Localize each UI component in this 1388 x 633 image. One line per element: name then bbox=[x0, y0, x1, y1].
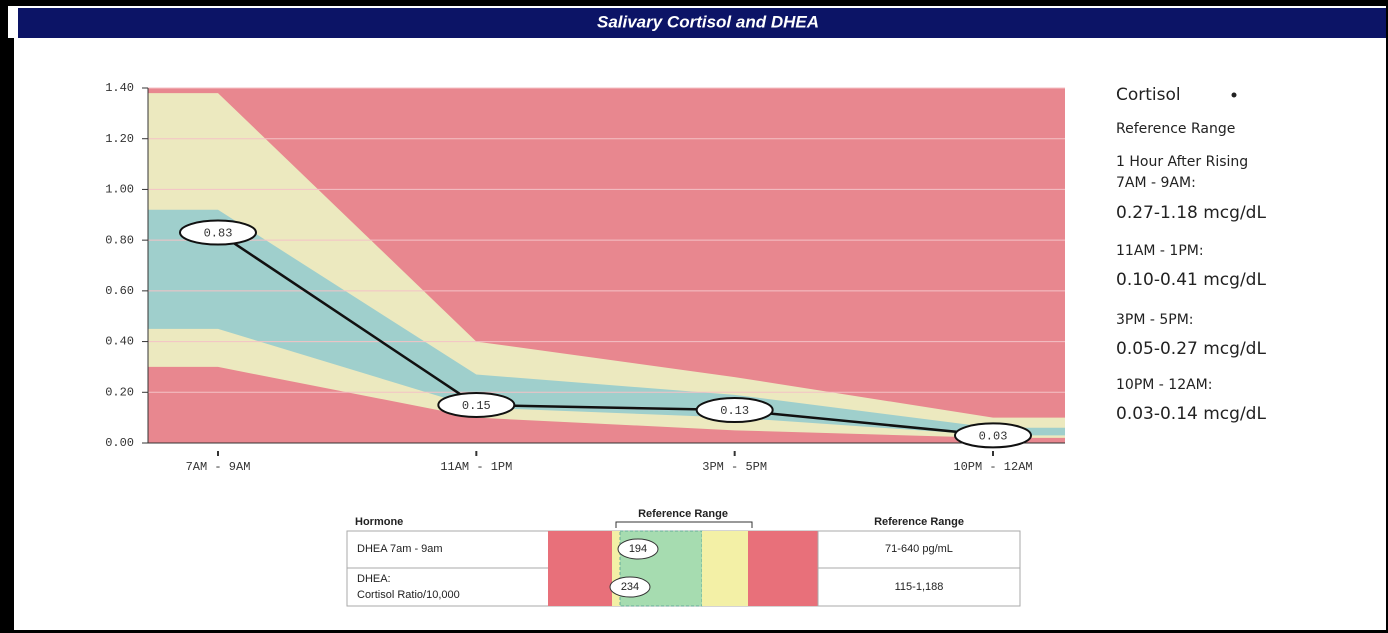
reference-panel: Cortisol Reference Range 1 Hour After Risi… bbox=[1116, 85, 1266, 424]
legend-entry: Cortisol bbox=[1116, 85, 1181, 105]
table: Hormone Reference Range Reference Range DHE… bbox=[346, 508, 1021, 607]
y-tick-label: 1.20 bbox=[105, 132, 134, 146]
legend-dot bbox=[1231, 92, 1237, 98]
table-header: Hormone bbox=[355, 516, 403, 528]
y-tick-label: 0.60 bbox=[105, 284, 134, 298]
gauge-yellow bbox=[702, 531, 748, 606]
row-value: 194 bbox=[629, 543, 647, 555]
range: 0.27-1.18 mcg/dL bbox=[1116, 203, 1266, 223]
table-header: Reference Range bbox=[638, 508, 728, 520]
data-label: 0.13 bbox=[720, 404, 749, 418]
row-name: Cortisol Ratio/10,000 bbox=[357, 589, 460, 601]
range: 0.10-0.41 mcg/dL bbox=[1116, 270, 1266, 290]
period: 11AM - 1PM: bbox=[1116, 243, 1204, 259]
data-label: 0.83 bbox=[204, 227, 233, 241]
row-name: DHEA: bbox=[357, 573, 391, 585]
left-border bbox=[8, 38, 14, 630]
table-header: Reference Range bbox=[874, 516, 964, 528]
value-marker bbox=[609, 576, 651, 598]
period: 10PM - 12AM: bbox=[1116, 377, 1212, 393]
row-range: 71-640 pg/mL bbox=[885, 543, 953, 555]
gauge-yellow bbox=[612, 531, 620, 606]
gauge-red bbox=[548, 531, 612, 606]
range: 0.05-0.27 mcg/dL bbox=[1116, 339, 1266, 359]
bracket bbox=[615, 521, 753, 528]
x-tick-label: 11AM - 1PM bbox=[440, 460, 512, 474]
chart: 0.00 0.20 0.40 0.60 0.80 1.00 1.20 1.40 7AM - 9A… bbox=[105, 81, 1065, 474]
data-point bbox=[954, 422, 1032, 449]
data-line bbox=[217, 231, 994, 437]
value-marker bbox=[617, 538, 659, 560]
y-tick-label: 1.00 bbox=[105, 183, 134, 197]
y-tick-label: 1.40 bbox=[105, 81, 134, 95]
row-name: DHEA 7am - 9am bbox=[357, 543, 443, 555]
data-label: 0.03 bbox=[979, 430, 1008, 444]
period: 3PM - 5PM: bbox=[1116, 312, 1194, 328]
x-tick-label: 3PM - 5PM bbox=[702, 460, 767, 474]
row-range: 115-1,188 bbox=[895, 581, 944, 593]
data-point bbox=[179, 219, 257, 246]
y-tick-label: 0.40 bbox=[105, 335, 134, 349]
x-tick-label: 10PM - 12AM bbox=[953, 460, 1032, 474]
y-tick-label: 0.80 bbox=[105, 233, 134, 247]
panel-subtitle: Reference Range bbox=[1116, 121, 1235, 137]
y-tick-label: 0.00 bbox=[105, 436, 134, 450]
header-title: Salivary Cortisol and DHEA bbox=[597, 12, 819, 31]
gauge-red bbox=[748, 531, 818, 606]
period: 7AM - 9AM: bbox=[1116, 175, 1196, 191]
range: 0.03-0.14 mcg/dL bbox=[1116, 404, 1266, 424]
data-point bbox=[695, 397, 774, 424]
data-point bbox=[437, 391, 516, 418]
y-tick-label: 0.20 bbox=[105, 385, 134, 399]
panel-note: 1 Hour After Rising bbox=[1116, 154, 1248, 170]
x-tick-label: 7AM - 9AM bbox=[186, 460, 251, 474]
row-value: 234 bbox=[621, 581, 639, 593]
data-label: 0.15 bbox=[462, 399, 491, 413]
header-bar bbox=[18, 8, 1386, 38]
